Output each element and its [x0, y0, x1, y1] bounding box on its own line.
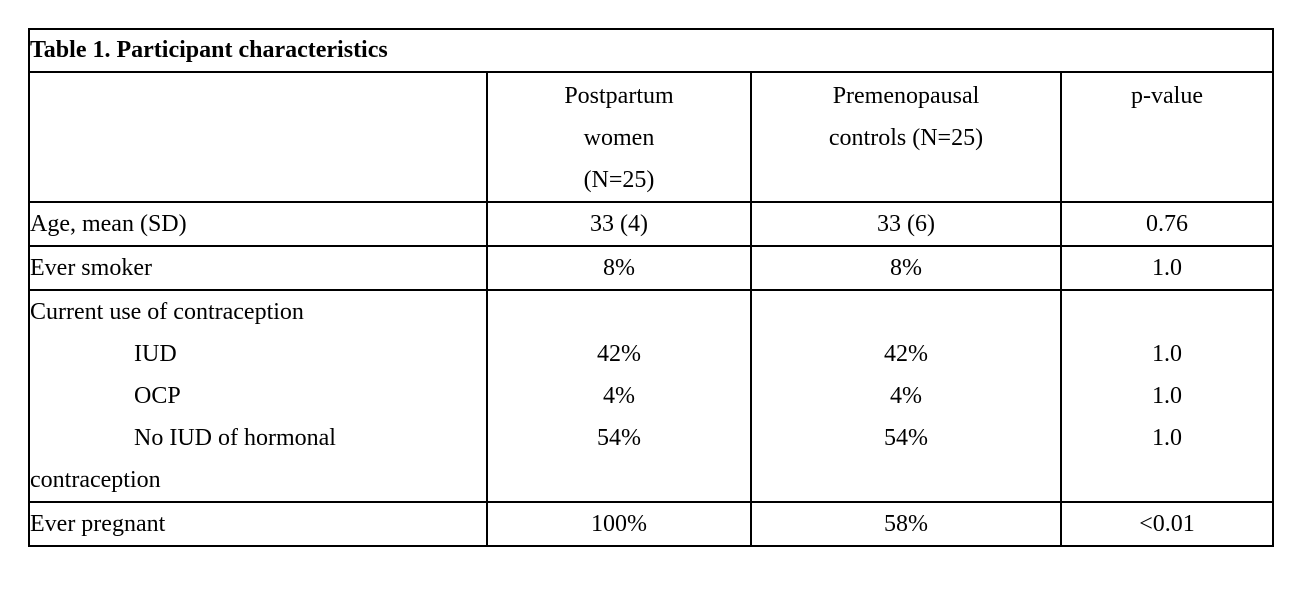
contraception-group-label: Current use of contraception	[30, 299, 304, 325]
row-ever-smoker: Ever smoker 8% 8% 1.0	[28, 245, 1275, 291]
contraception-postpartum-cell: 42% 4% 54%	[486, 289, 752, 503]
iud-pvalue: 1.0	[1152, 341, 1183, 367]
contraception-label-cell: Current use of contraception IUD OCP No …	[28, 289, 488, 503]
none-postpartum-value: 54%	[597, 425, 641, 451]
none-premenopausal-value: 54%	[884, 425, 928, 451]
spacer-line	[489, 292, 749, 333]
contraception-item-none-label-continuation: contraception	[30, 467, 161, 493]
contraception-pvalue-cell: 1.0 1.0 1.0	[1059, 289, 1275, 503]
pregnant-premenopausal-value: 58%	[750, 501, 1062, 547]
header-row: Postpartum women (N=25) Premenopausal co…	[28, 71, 1275, 203]
header-premenopausal-line-2: controls (N=25)	[828, 125, 984, 151]
age-pvalue: 0.76	[1059, 201, 1275, 247]
header-pvalue-label: p-value	[1131, 83, 1203, 109]
none-pvalue: 1.0	[1152, 425, 1183, 451]
title-row: Table 1. Participant characteristics	[27, 28, 1275, 73]
age-label: Age, mean (SD)	[28, 201, 488, 247]
row-ever-pregnant: Ever pregnant 100% 58% <0.01	[28, 501, 1275, 547]
pregnant-pvalue: <0.01	[1059, 501, 1275, 547]
smoker-pvalue: 1.0	[1059, 245, 1275, 291]
pregnant-postpartum-value: 100%	[486, 501, 752, 547]
contraception-item-iud-label: IUD	[134, 341, 177, 367]
header-postpartum-line-2: women	[583, 125, 655, 151]
smoker-label: Ever smoker	[28, 245, 488, 291]
header-postpartum-line-1: Postpartum	[564, 83, 674, 109]
participant-characteristics-table: Table 1. Participant characteristics Pos…	[27, 28, 1275, 547]
pregnant-label: Ever pregnant	[28, 501, 488, 547]
table-title: Table 1. Participant characteristics	[27, 28, 1275, 73]
header-empty-cell	[28, 71, 488, 203]
iud-premenopausal-value: 42%	[884, 341, 928, 367]
header-premenopausal-cell: Premenopausal controls (N=25)	[750, 71, 1062, 203]
header-pvalue-cell: p-value	[1059, 71, 1275, 203]
row-age: Age, mean (SD) 33 (4) 33 (6) 0.76	[28, 201, 1275, 247]
smoker-premenopausal-value: 8%	[750, 245, 1062, 291]
ocp-premenopausal-value: 4%	[890, 383, 922, 409]
smoker-postpartum-value: 8%	[486, 245, 752, 291]
header-postpartum-cell: Postpartum women (N=25)	[486, 71, 752, 203]
contraception-item-ocp-label: OCP	[134, 383, 181, 409]
ocp-pvalue: 1.0	[1152, 383, 1183, 409]
age-postpartum-value: 33 (4)	[486, 201, 752, 247]
header-premenopausal-line-1: Premenopausal	[832, 83, 980, 109]
contraception-premenopausal-cell: 42% 4% 54%	[750, 289, 1062, 503]
spacer-line	[753, 292, 1059, 333]
header-postpartum-line-3: (N=25)	[583, 167, 655, 193]
row-contraception: Current use of contraception IUD OCP No …	[28, 289, 1275, 503]
contraception-item-none-label: No IUD of hormonal	[134, 425, 336, 451]
spacer-line	[1063, 292, 1271, 333]
ocp-postpartum-value: 4%	[603, 383, 635, 409]
age-premenopausal-value: 33 (6)	[750, 201, 1062, 247]
iud-postpartum-value: 42%	[597, 341, 641, 367]
